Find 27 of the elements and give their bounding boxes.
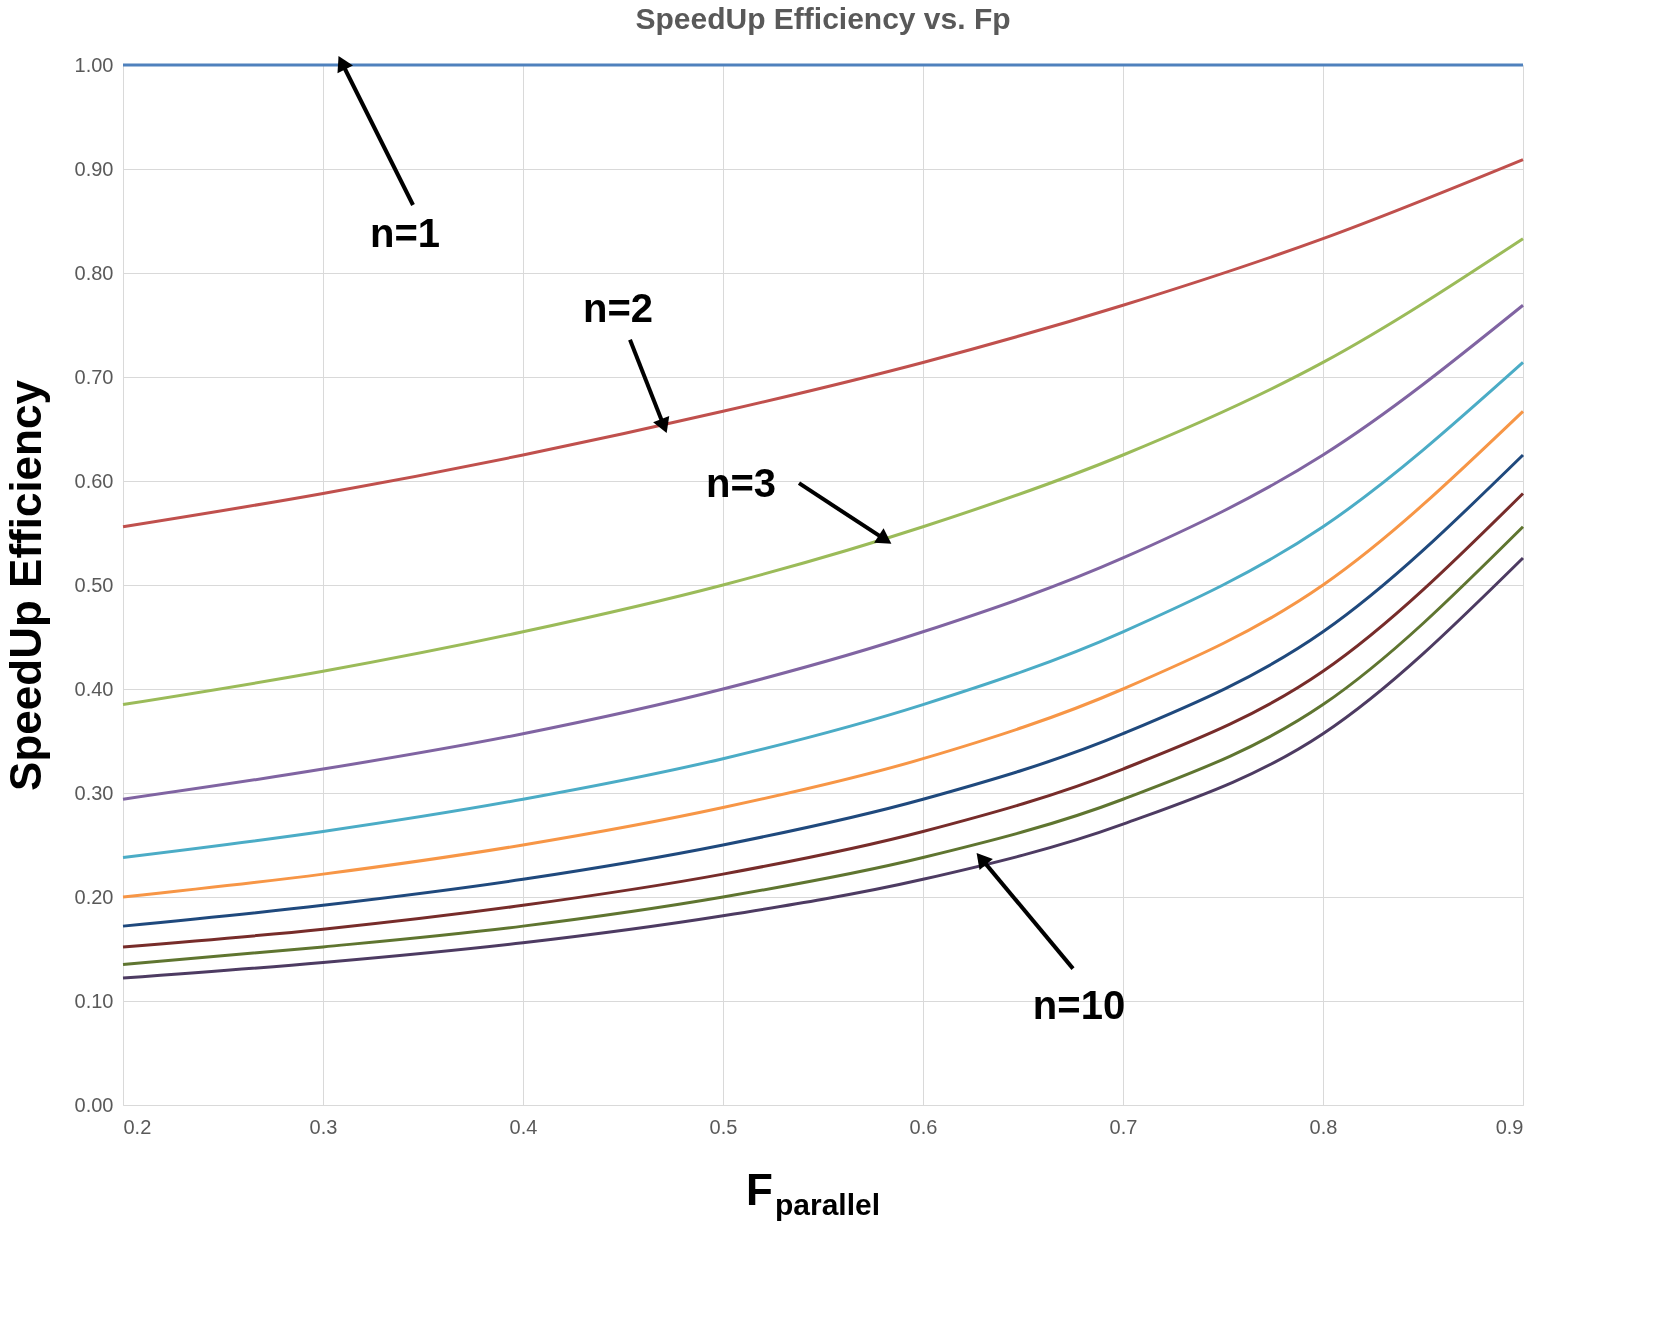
y-tick-label: 1.00: [74, 53, 114, 76]
x-tick-label: 0.5: [709, 1115, 738, 1138]
x-tick-label: 0.9: [1495, 1115, 1524, 1138]
y-tick-label: 0.20: [74, 885, 114, 908]
chart-title: SpeedUp Efficiency vs. Fp: [635, 2, 1011, 35]
line-series: [121, 360, 1525, 859]
y-tick-label: 0.30: [74, 781, 114, 804]
line-series: [121, 158, 1525, 529]
y-tick-label: 0.90: [74, 157, 114, 180]
y-tick-label: 0.10: [74, 989, 114, 1012]
annotation: n=1: [369, 211, 441, 255]
x-tick-label: 0.7: [1109, 1115, 1138, 1138]
x-tick-label: 0.2: [123, 1115, 152, 1138]
y-tick-label: 0.00: [74, 1093, 114, 1116]
annotation: n=2: [582, 285, 654, 330]
x-tick-label: 0.6: [909, 1115, 938, 1138]
y-tick-label: 0.70: [74, 365, 114, 388]
y-tick-label: 0.40: [74, 677, 114, 700]
annotation: n=3: [705, 461, 777, 506]
y-tick-label: 0.60: [74, 469, 114, 492]
x-tick-label: 0.4: [509, 1115, 538, 1138]
annotation: n=10: [1032, 982, 1126, 1027]
x-tick-label: 0.3: [309, 1115, 338, 1138]
y-tick-label: 0.50: [74, 573, 114, 596]
y-axis-title: SpeedUp Efficiency: [0, 379, 50, 791]
y-tick-label: 0.80: [74, 261, 114, 284]
x-tick-label: 0.8: [1309, 1115, 1338, 1138]
